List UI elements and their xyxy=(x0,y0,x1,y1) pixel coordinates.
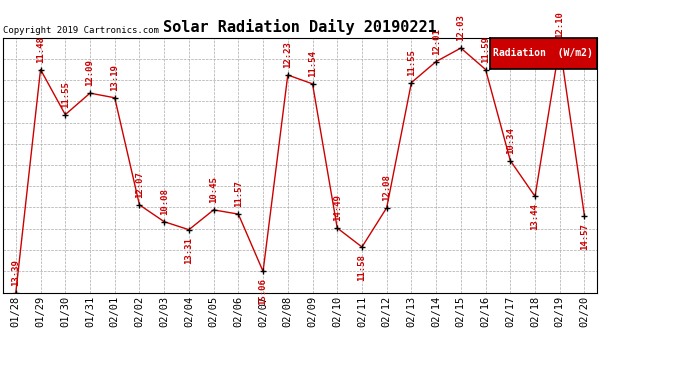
Text: 11:57: 11:57 xyxy=(234,180,243,207)
Text: 15:06: 15:06 xyxy=(259,278,268,305)
Title: Solar Radiation Daily 20190221: Solar Radiation Daily 20190221 xyxy=(164,19,437,35)
Text: 14:57: 14:57 xyxy=(580,223,589,250)
Text: 11:55: 11:55 xyxy=(61,81,70,108)
Text: 10:34: 10:34 xyxy=(506,127,515,154)
Text: 11:59: 11:59 xyxy=(481,36,490,63)
Text: 12:08: 12:08 xyxy=(382,174,391,201)
Text: 14:49: 14:49 xyxy=(333,194,342,221)
Text: 10:08: 10:08 xyxy=(159,188,168,215)
Text: Copyright 2019 Cartronics.com: Copyright 2019 Cartronics.com xyxy=(3,26,159,35)
Text: 11:55: 11:55 xyxy=(407,49,416,76)
Text: 12:07: 12:07 xyxy=(135,171,144,198)
Text: 12:23: 12:23 xyxy=(284,41,293,68)
Text: 11:58: 11:58 xyxy=(357,254,366,281)
Text: 13:31: 13:31 xyxy=(184,237,193,264)
Text: 11:54: 11:54 xyxy=(308,50,317,77)
Text: 10:45: 10:45 xyxy=(209,176,218,203)
Text: 12:10: 12:10 xyxy=(555,11,564,38)
Text: 12:09: 12:09 xyxy=(86,59,95,86)
Text: Radiation  (W/m2): Radiation (W/m2) xyxy=(493,48,593,58)
Text: 13:44: 13:44 xyxy=(531,203,540,230)
Text: 12:01: 12:01 xyxy=(432,28,441,55)
Text: 13:39: 13:39 xyxy=(11,259,20,285)
Text: 12:03: 12:03 xyxy=(456,14,465,41)
Text: 11:48: 11:48 xyxy=(36,36,45,63)
Text: 13:19: 13:19 xyxy=(110,64,119,91)
